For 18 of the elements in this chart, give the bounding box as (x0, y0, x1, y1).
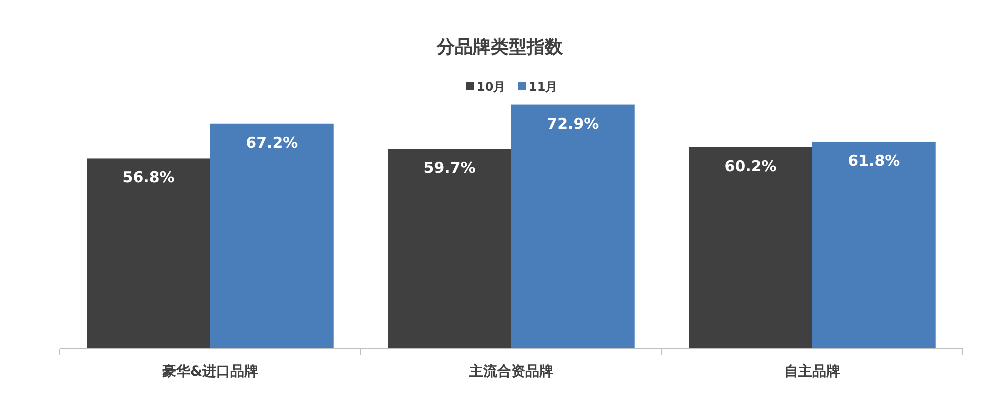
bar (388, 149, 512, 349)
data-label: 56.8% (122, 168, 175, 187)
x-tick-label: 主流合资品牌 (468, 363, 554, 380)
bar (87, 158, 210, 349)
bar (512, 104, 635, 349)
legend-label: 10月 (477, 80, 506, 94)
data-label: 61.8% (848, 152, 900, 170)
data-label: 72.9% (547, 114, 600, 133)
data-label: 67.2% (246, 134, 298, 152)
chart-title: 分品牌类型指数 (436, 37, 564, 58)
bar (812, 142, 936, 349)
data-label: 59.7% (424, 159, 476, 178)
x-tick-label: 豪华&进口品牌 (161, 364, 259, 380)
bar (210, 124, 334, 349)
data-label: 60.2% (724, 157, 777, 176)
legend-label: 11月 (529, 80, 558, 94)
bar (689, 147, 812, 349)
x-tick-label: 自主品牌 (784, 363, 840, 380)
